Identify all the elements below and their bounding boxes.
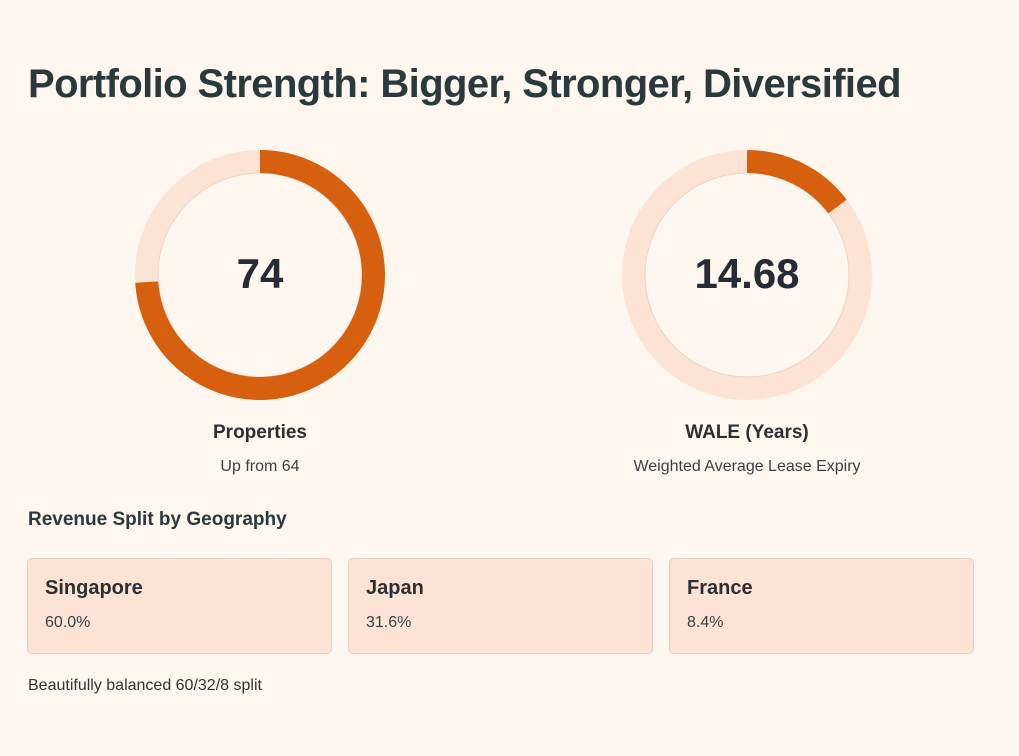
page-title: Portfolio Strength: Bigger, Stronger, Di… (28, 62, 902, 106)
wale-subtext: Weighted Average Lease Expiry (633, 458, 861, 475)
revenue-section-title: Revenue Split by Geography (28, 509, 287, 530)
revenue-footnote: Beautifully balanced 60/32/8 split (28, 677, 262, 694)
region-name: Singapore (45, 577, 143, 599)
wale-donut-chart (622, 150, 872, 400)
region-card-japan: Japan 31.6% (348, 558, 653, 654)
region-name: France (687, 577, 753, 599)
region-name: Japan (366, 577, 424, 599)
region-card-france: France 8.4% (669, 558, 974, 654)
region-share: 60.0% (45, 614, 91, 631)
wale-donut-arc (746, 150, 847, 214)
properties-value: 74 (236, 250, 284, 297)
properties-donut-chart (135, 150, 385, 400)
metric-wale: 14.68 WALE (Years) Weighted Average Leas… (587, 150, 907, 476)
wale-label: WALE (Years) (685, 422, 809, 443)
properties-donut: 74 (135, 150, 385, 400)
region-share: 8.4% (687, 614, 724, 631)
properties-donut-arc (135, 150, 385, 400)
revenue-cards: Singapore 60.0% Japan 31.6% France 8.4% (27, 558, 974, 654)
wale-value: 14.68 (694, 250, 800, 297)
properties-subtext: Up from 64 (220, 458, 300, 475)
properties-label: Properties (213, 422, 307, 443)
wale-donut: 14.68 (622, 150, 872, 400)
metric-properties: 74 Properties Up from 64 (100, 150, 420, 476)
region-card-singapore: Singapore 60.0% (27, 558, 332, 654)
region-share: 31.6% (366, 614, 412, 631)
